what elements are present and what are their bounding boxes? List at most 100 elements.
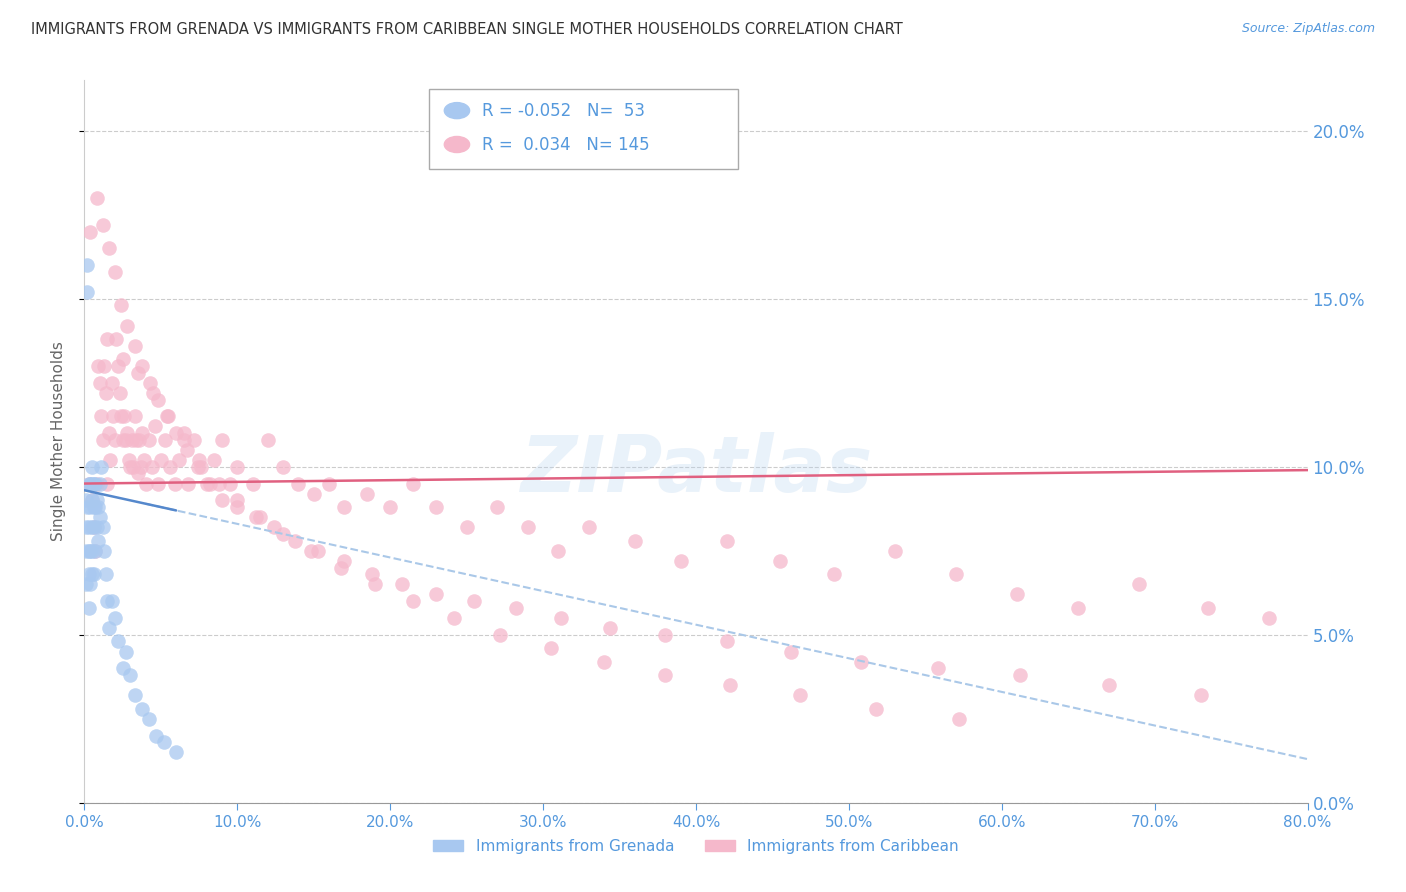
Point [104,433,127,447]
Point [101,376,124,390]
Point [789,688,811,702]
Point [90,459,112,474]
Point [83,476,105,491]
Point [84,476,107,491]
Point [176,442,198,457]
Point [927,661,949,675]
Point [93,359,115,373]
Point [718,678,741,692]
Point [1197,600,1219,615]
Point [159,459,181,474]
Point [249,510,271,524]
Point [107,359,129,373]
Point [1258,611,1281,625]
Point [654,668,676,682]
Point [86,476,108,491]
Point [425,587,447,601]
Point [94,385,117,400]
Point [333,554,356,568]
Point [155,433,177,447]
Point [80,493,103,508]
Point [195,476,218,491]
Point [118,453,141,467]
Point [138,712,160,726]
Text: ZIPatlas: ZIPatlas [520,433,872,508]
Point [87,359,110,373]
Point [463,594,485,608]
Point [84,500,107,514]
Point [849,655,872,669]
Point [101,594,124,608]
Point [550,611,572,625]
Point [111,352,134,367]
Point [83,567,105,582]
Point [104,611,127,625]
Point [103,409,125,424]
Point [271,459,294,474]
Point [83,500,105,514]
Point [307,543,329,558]
Point [86,520,108,534]
Point [391,577,413,591]
Point [156,409,179,424]
Point [83,520,105,534]
Point [360,567,382,582]
Point [138,433,160,447]
Point [149,453,172,467]
Point [120,668,142,682]
Point [302,486,325,500]
Point [129,459,152,474]
Point [77,567,100,582]
Point [226,459,249,474]
Point [177,476,200,491]
Point [1098,678,1121,692]
Point [142,385,165,400]
Point [132,453,155,467]
Point [94,567,117,582]
Point [75,493,97,508]
Point [124,339,146,353]
Point [183,433,205,447]
Point [242,476,264,491]
Point [198,476,221,491]
Point [145,729,167,743]
Point [146,476,169,491]
Point [107,634,129,648]
Point [173,426,195,441]
Point [121,433,143,447]
Point [163,476,186,491]
Point [108,385,131,400]
Point [80,493,103,508]
Point [263,520,285,534]
Point [124,409,146,424]
Point [945,567,967,582]
Point [167,453,190,467]
Point [402,594,425,608]
Legend: Immigrants from Grenada, Immigrants from Caribbean: Immigrants from Grenada, Immigrants from… [427,833,965,860]
Point [165,426,187,441]
Point [141,459,163,474]
Point [186,459,208,474]
Point [257,433,280,447]
Point [599,621,621,635]
Point [76,500,98,514]
Point [122,459,145,474]
Point [89,510,111,524]
Point [86,493,108,508]
Point [131,359,153,373]
Point [226,500,249,514]
Point [120,459,142,474]
Point [299,543,322,558]
Point [112,409,135,424]
Point [173,433,195,447]
Point [135,476,157,491]
Text: R = -0.052   N=  53: R = -0.052 N= 53 [482,102,645,120]
Point [90,409,112,424]
Point [516,520,538,534]
Point [114,433,136,447]
Point [769,554,792,568]
Point [98,453,121,467]
Point [593,655,616,669]
Point [97,621,120,635]
Point [489,628,512,642]
